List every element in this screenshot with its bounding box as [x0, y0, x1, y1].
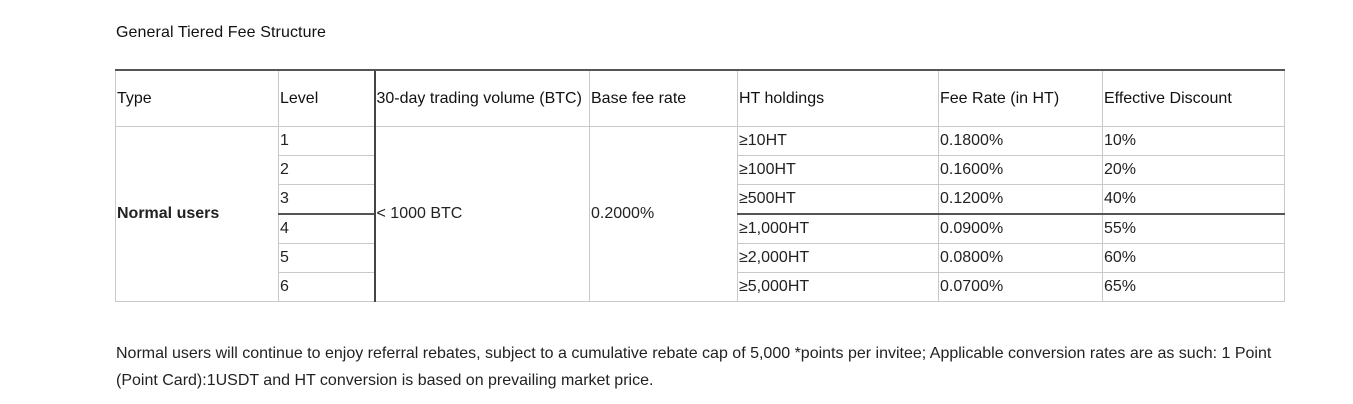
header-ht-holdings: HT holdings: [737, 69, 939, 127]
header-type: Type: [115, 69, 279, 127]
header-level: Level: [278, 69, 375, 127]
fee-rate-cell: 0.0900%: [938, 213, 1103, 244]
fee-rate-cell: 0.0700%: [938, 272, 1103, 302]
discount-cell: 20%: [1102, 155, 1285, 185]
level-cell: 6: [278, 272, 375, 302]
header-effective-discount: Effective Discount: [1102, 69, 1285, 127]
holdings-cell: ≥5,000HT: [737, 272, 939, 302]
volume-cell: < 1000 BTC: [373, 126, 590, 302]
type-cell: Normal users: [115, 126, 279, 302]
discount-cell: 40%: [1102, 184, 1285, 215]
base-fee-cell: 0.2000%: [589, 126, 738, 302]
header-base-fee: Base fee rate: [589, 69, 738, 127]
fee-rate-cell: 0.1800%: [938, 126, 1103, 156]
rebate-note: Normal users will continue to enjoy refe…: [116, 345, 1272, 389]
level-cell: 5: [278, 243, 375, 273]
page-heading: General Tiered Fee Structure: [116, 24, 327, 41]
table-row: 2 ≥100HT 0.1600% 20%: [116, 155, 1285, 185]
header-volume: 30-day trading volume (BTC): [373, 69, 590, 127]
fee-rate-cell: 0.1200%: [938, 184, 1103, 215]
level-cell: 3: [278, 184, 375, 215]
holdings-cell: ≥2,000HT: [737, 243, 939, 273]
holdings-cell: ≥10HT: [737, 126, 939, 156]
level-cell: 4: [278, 213, 375, 244]
discount-cell: 60%: [1102, 243, 1285, 273]
table-row: 4 ≥1,000HT 0.0900% 55%: [116, 213, 1285, 244]
discount-cell: 55%: [1102, 213, 1285, 244]
fee-structure-table: Type Level 30-day trading volume (BTC) B…: [115, 69, 1285, 302]
header-fee-rate-ht: Fee Rate (in HT): [938, 69, 1103, 127]
table-row: 3 ≥500HT 0.1200% 40%: [116, 184, 1285, 215]
discount-cell: 10%: [1102, 126, 1285, 156]
discount-cell: 65%: [1102, 272, 1285, 302]
holdings-cell: ≥1,000HT: [737, 213, 939, 244]
holdings-cell: ≥100HT: [737, 155, 939, 185]
table-row: Normal users 1 < 1000 BTC 0.2000% ≥10HT …: [115, 126, 1285, 302]
level-cell: 1: [278, 126, 375, 156]
table-row: 5 ≥2,000HT 0.0800% 60%: [116, 243, 1285, 273]
table-row: 6 ≥5,000HT 0.0700% 65%: [116, 272, 1285, 302]
fee-rate-cell: 0.1600%: [938, 155, 1103, 185]
fee-rate-cell: 0.0800%: [938, 243, 1103, 273]
holdings-cell: ≥500HT: [737, 184, 939, 215]
table-header-row: Type Level 30-day trading volume (BTC) B…: [115, 69, 1285, 127]
level-cell: 2: [278, 155, 375, 185]
